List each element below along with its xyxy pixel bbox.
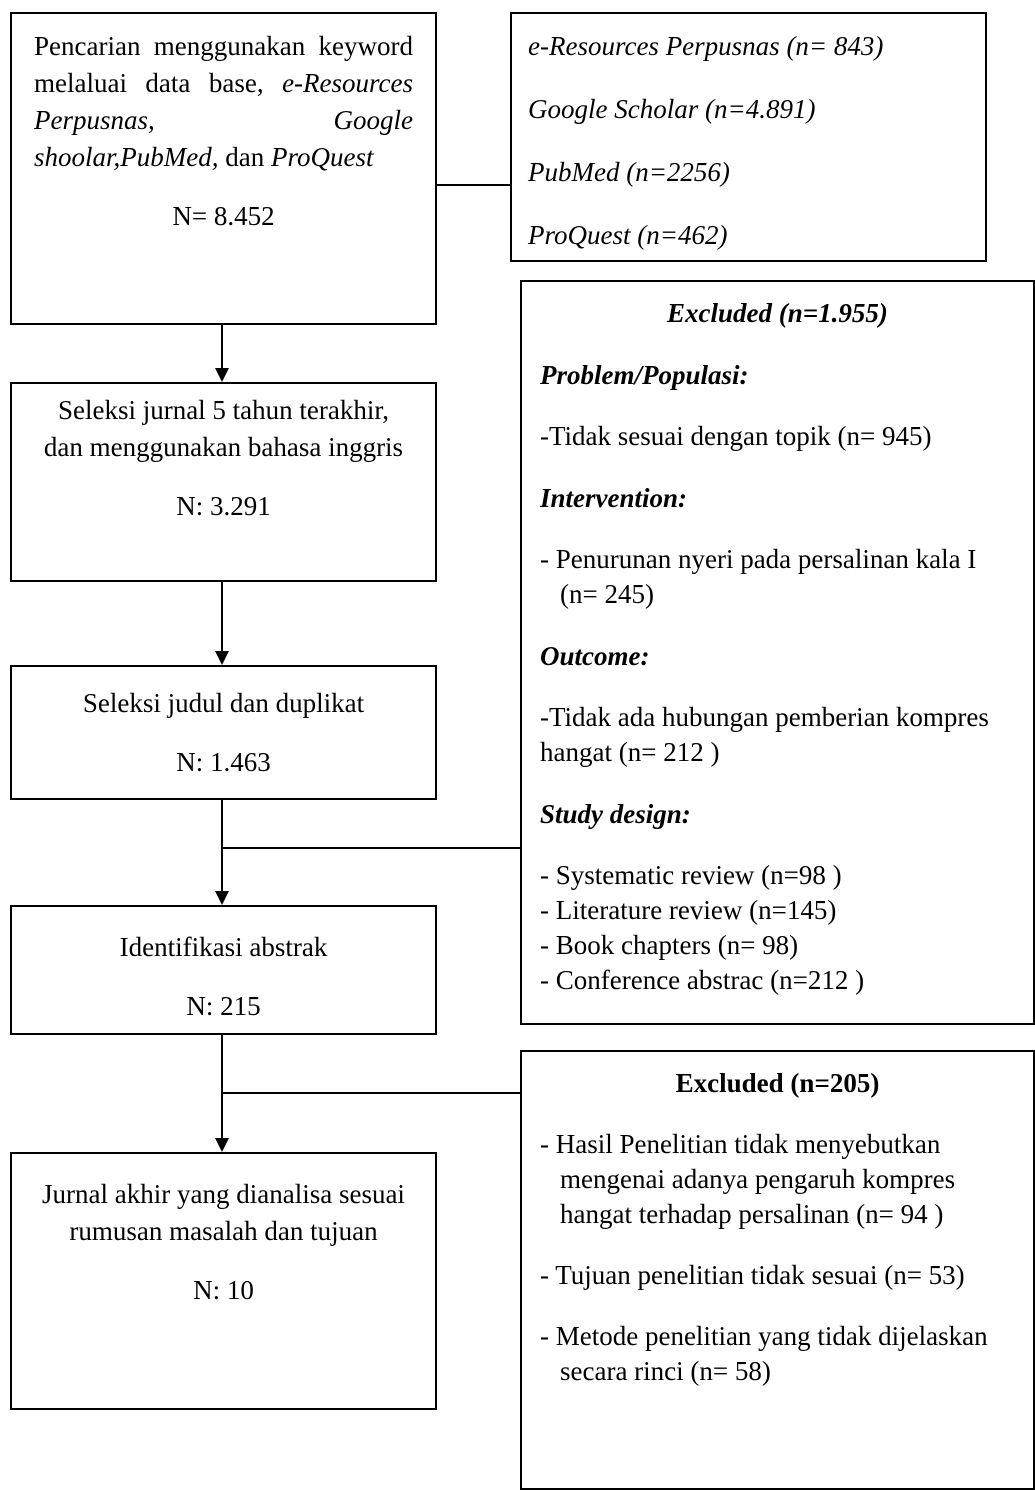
section-heading: Intervention: xyxy=(540,481,1015,516)
count: N: 10 xyxy=(40,1272,407,1309)
item: -Tidak sesuai dengan topik (n= 945) xyxy=(540,419,1015,454)
excluded-box: Excluded (n=205) - Hasil Penelitian tida… xyxy=(520,1050,1035,1490)
step-label: Seleksi judul dan duplikat xyxy=(32,685,415,722)
page: Pencarian menggunakan keyword melaluai d… xyxy=(0,0,1035,1476)
arrow-head xyxy=(215,1138,229,1152)
source: ProQuest (n=462) xyxy=(528,217,969,280)
step-label: Jurnal akhir yang dianalisa sesuai rumus… xyxy=(40,1176,407,1250)
count: N: 215 xyxy=(32,988,415,1025)
count: N= 8.452 xyxy=(34,198,413,235)
source: Google Scholar (n=4.891) xyxy=(528,91,969,154)
item: -Tidak ada hubungan pemberian kompres ha… xyxy=(540,700,1015,770)
step-label: Identifikasi abstrak xyxy=(32,929,415,966)
excluded-box: Excluded (n=1.955) Problem/Populasi: -Ti… xyxy=(520,280,1035,1025)
count: N: 3.291 xyxy=(42,488,405,525)
item: - Book chapters (n= 98) xyxy=(540,928,1015,963)
step-box: Jurnal akhir yang dianalisa sesuai rumus… xyxy=(10,1152,437,1410)
section-heading: Problem/Populasi: xyxy=(540,358,1015,393)
count: N: 1.463 xyxy=(32,744,415,781)
item: - Metode penelitian yang tidak dijelaska… xyxy=(540,1319,1015,1389)
search-text: Pencarian menggunakan keyword melaluai d… xyxy=(34,28,413,176)
arrow-head xyxy=(215,891,229,905)
source: e-Resources Perpusnas (n= 843) xyxy=(528,28,969,91)
step-box: Seleksi jurnal 5 tahun terakhir, dan men… xyxy=(10,382,437,582)
section-heading: Outcome: xyxy=(540,639,1015,674)
excluded-title: Excluded (n=1.955) xyxy=(540,296,1015,331)
item: - Tujuan penelitian tidak sesuai (n= 53) xyxy=(540,1258,1015,1293)
section-heading: Study design: xyxy=(540,797,1015,832)
text: dan xyxy=(225,142,264,172)
excluded-title: Excluded (n=205) xyxy=(540,1066,1015,1101)
sources-box: e-Resources Perpusnas (n= 843) Google Sc… xyxy=(510,12,987,262)
item: - Conference abstrac (n=212 ) xyxy=(540,963,1015,998)
text: ProQuest xyxy=(271,142,374,172)
step-box: Identifikasi abstrak N: 215 xyxy=(10,905,437,1035)
step-label: Seleksi jurnal 5 tahun terakhir, dan men… xyxy=(42,392,405,466)
search-box: Pencarian menggunakan keyword melaluai d… xyxy=(10,12,437,325)
arrow-head xyxy=(215,651,229,665)
step-box: Seleksi judul dan duplikat N: 1.463 xyxy=(10,665,437,800)
item: - Systematic review (n=98 ) xyxy=(540,858,1015,893)
item: - Hasil Penelitian tidak menyebutkan men… xyxy=(540,1127,1015,1232)
source: PubMed (n=2256) xyxy=(528,154,969,217)
item: - Penurunan nyeri pada persalinan kala I… xyxy=(540,542,1015,612)
arrow-head xyxy=(215,368,229,382)
item: - Literature review (n=145) xyxy=(540,893,1015,928)
